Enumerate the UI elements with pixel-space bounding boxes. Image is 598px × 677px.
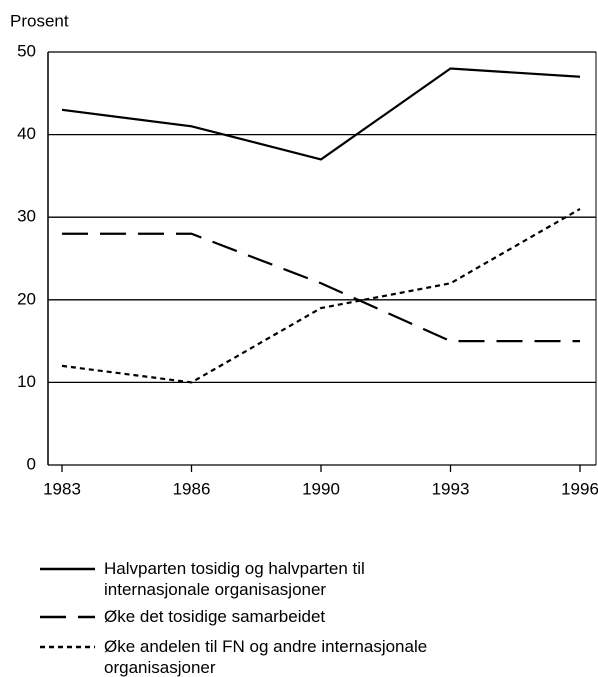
series-line — [61, 67, 581, 161]
series-line — [62, 232, 580, 343]
y-tick-label: 20 — [17, 289, 36, 308]
y-axis-label: Prosent — [10, 11, 69, 30]
y-tick-label: 40 — [17, 124, 36, 143]
y-tick-label: 0 — [27, 454, 36, 473]
x-tick-label: 1990 — [302, 479, 340, 498]
series-line — [61, 207, 581, 384]
x-tick-label: 1996 — [561, 479, 598, 498]
legend-label: Øke det tosidige samarbeidet — [104, 607, 326, 626]
x-tick-label: 1986 — [173, 479, 211, 498]
legend-label: Halvparten tosidig og halvparten til int… — [104, 559, 365, 599]
y-tick-label: 30 — [17, 207, 36, 226]
y-tick-label: 50 — [17, 41, 36, 60]
y-tick-label: 10 — [17, 372, 36, 391]
x-tick-label: 1993 — [432, 479, 470, 498]
legend-label: Øke andelen til FN og andre internasjona… — [104, 637, 428, 677]
x-tick-label: 1983 — [43, 479, 81, 498]
